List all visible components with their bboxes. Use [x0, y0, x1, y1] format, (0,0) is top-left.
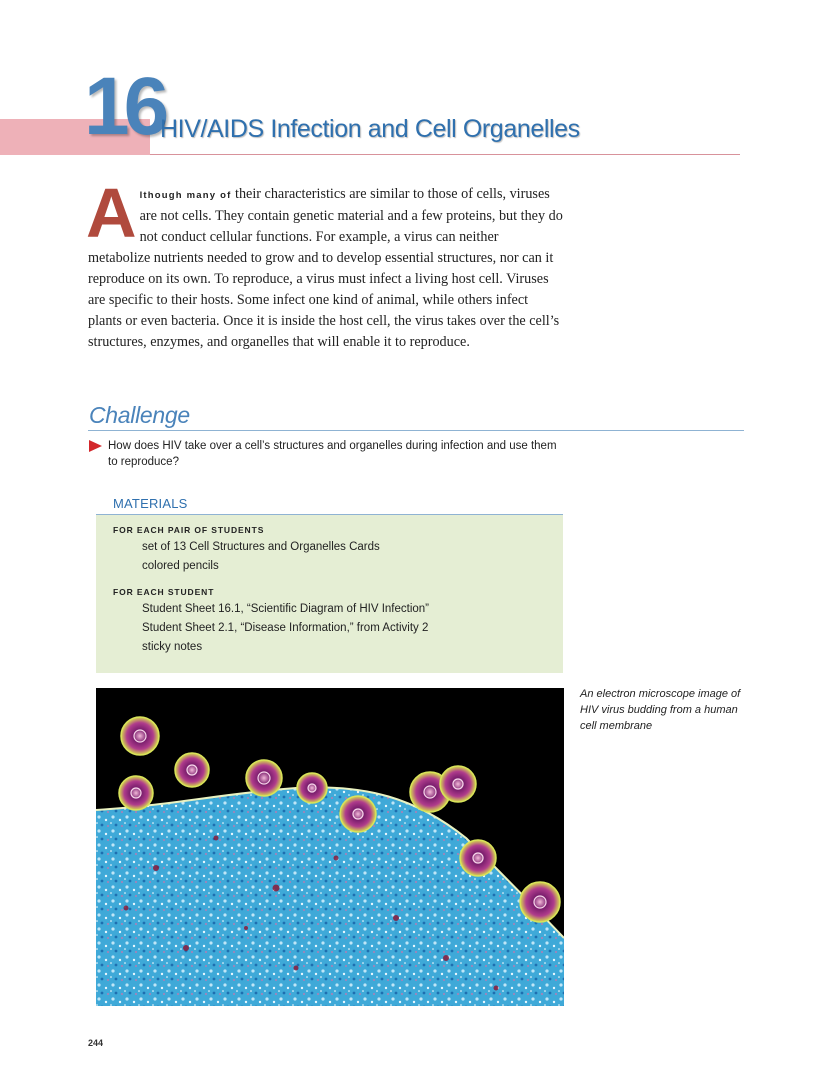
chapter-title: HIV/AIDS Infection and Cell Organelles — [160, 115, 580, 143]
materials-group-pair: FOR EACH PAIR OF STUDENTS set of 13 Cell… — [113, 525, 380, 576]
intro-text: their characteristics are similar to tho… — [88, 186, 563, 350]
challenge-rule — [88, 430, 744, 431]
materials-box: FOR EACH PAIR OF STUDENTS set of 13 Cell… — [96, 514, 563, 673]
red-arrow-icon — [89, 440, 102, 452]
materials-item: set of 13 Cell Structures and Organelles… — [142, 541, 380, 553]
header-rule — [150, 154, 740, 155]
chapter-header-band — [0, 119, 150, 155]
hiv-budding-image — [96, 716, 564, 1006]
materials-item: colored pencils — [142, 560, 219, 572]
photo-caption: An electron microscope image of HIV viru… — [580, 688, 741, 732]
challenge-heading: Challenge — [89, 402, 190, 428]
materials-item: Student Sheet 16.1, “Scientific Diagram … — [142, 603, 430, 615]
materials-group-label: FOR EACH STUDENT — [113, 587, 215, 597]
intro-lead-smallcaps: lthough many of — [139, 190, 232, 201]
page-number: 244 — [88, 1038, 104, 1048]
challenge-question: How does HIV take over a cell’s structur… — [108, 440, 557, 468]
electron-microscope-photo — [96, 688, 564, 1006]
chapter-number: 16 — [84, 61, 169, 152]
materials-heading: MATERIALS — [113, 496, 188, 511]
materials-item: Student Sheet 2.1, “Disease Information,… — [142, 622, 429, 634]
materials-group-label: FOR EACH PAIR OF STUDENTS — [113, 525, 265, 535]
drop-cap: A — [86, 174, 137, 252]
materials-group-student: FOR EACH STUDENT Student Sheet 16.1, “Sc… — [113, 587, 429, 657]
materials-item: sticky notes — [142, 641, 203, 653]
